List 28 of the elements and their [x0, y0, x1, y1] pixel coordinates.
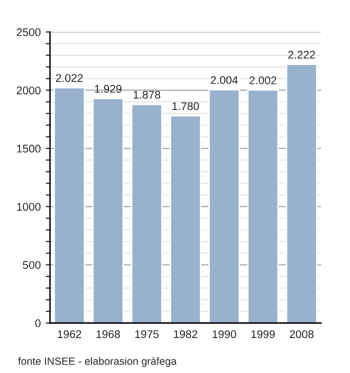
- data-label: 1.780: [172, 102, 199, 110]
- data-label: 2.022: [56, 74, 83, 82]
- bar: [92, 98, 124, 323]
- data-label: 1.878: [134, 90, 160, 99]
- data-label: 2.004: [210, 76, 238, 84]
- x-tick-label: 1968: [96, 330, 120, 338]
- x-tick-label: 1990: [212, 330, 236, 338]
- bar: [286, 64, 318, 323]
- y-tick-label: 2000: [16, 86, 41, 94]
- bar: [130, 104, 163, 323]
- bar: [208, 89, 240, 323]
- y-tick-label: 2500: [16, 28, 41, 36]
- x-tick-label: 1962: [58, 330, 82, 338]
- x-tick-label: 1982: [174, 330, 198, 338]
- y-tick-label: 0: [35, 319, 41, 328]
- data-label: 1.929: [95, 84, 122, 93]
- bar: [54, 86, 86, 323]
- y-tick-label: 500: [22, 261, 41, 269]
- y-tick-label: 1000: [17, 202, 41, 211]
- data-label: 2.002: [250, 76, 276, 84]
- y-tick-label: 1500: [17, 144, 41, 153]
- data-label: 2.222: [288, 50, 315, 59]
- x-tick-label: 2008: [290, 330, 314, 338]
- x-tick-label: 1975: [135, 330, 159, 338]
- source-note: fonte INSEE - elaborasion gràfega: [18, 357, 177, 367]
- x-tick-label: 1999: [251, 330, 275, 338]
- bar: [247, 89, 279, 323]
- bar: [170, 115, 202, 323]
